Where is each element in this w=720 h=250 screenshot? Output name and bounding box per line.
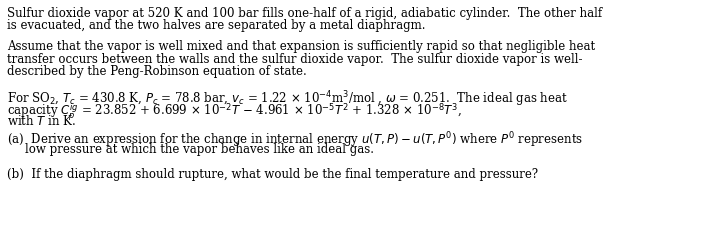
Text: Assume that the vapor is well mixed and that expansion is sufficiently rapid so : Assume that the vapor is well mixed and … (7, 40, 595, 53)
Text: capacity $C_p^{ig}$ = 23.852 + 6.699 $\times$ 10$^{-2}$$T$ $-$ 4.961 $\times$ 10: capacity $C_p^{ig}$ = 23.852 + 6.699 $\t… (7, 102, 462, 123)
Text: described by the Peng-Robinson equation of state.: described by the Peng-Robinson equation … (7, 65, 307, 78)
Text: low pressure at which the vapor behaves like an ideal gas.: low pressure at which the vapor behaves … (25, 142, 374, 156)
Text: is evacuated, and the two halves are separated by a metal diaphragm.: is evacuated, and the two halves are sep… (7, 20, 426, 32)
Text: Sulfur dioxide vapor at 520 K and 100 bar fills one-half of a rigid, adiabatic c: Sulfur dioxide vapor at 520 K and 100 ba… (7, 7, 602, 20)
Text: (a)  Derive an expression for the change in internal energy $u(T, P) - u(T, P^0): (a) Derive an expression for the change … (7, 130, 583, 150)
Text: (b)  If the diaphragm should rupture, what would be the final temperature and pr: (b) If the diaphragm should rupture, wha… (7, 168, 538, 181)
Text: transfer occurs between the walls and the sulfur dioxide vapor.  The sulfur diox: transfer occurs between the walls and th… (7, 52, 582, 66)
Text: For SO$_2$, $T_c$ = 430.8 K, $P_c$ = 78.8 bar, $v_c$ = 1.22 $\times$ 10$^{-4}$m$: For SO$_2$, $T_c$ = 430.8 K, $P_c$ = 78.… (7, 89, 568, 108)
Text: with $T$ in K.: with $T$ in K. (7, 114, 76, 128)
